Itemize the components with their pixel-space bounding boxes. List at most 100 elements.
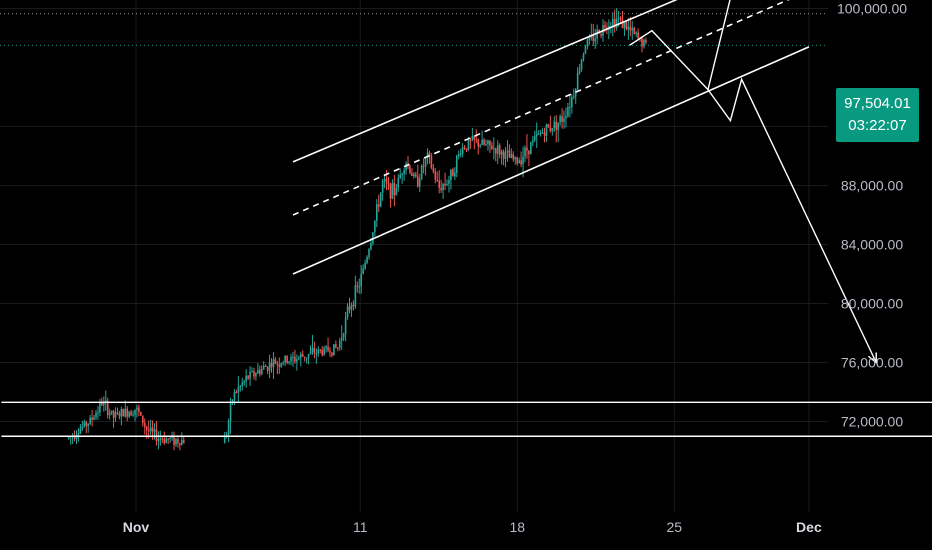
candle-body (500, 151, 503, 155)
candle-body (303, 356, 306, 358)
candle-body (543, 132, 546, 136)
candle-body (541, 132, 544, 134)
y-tick-label: 80,000.00 (841, 296, 903, 312)
candle-body (422, 165, 425, 167)
candle-body (128, 411, 130, 417)
candle-body (358, 286, 361, 288)
drawings[interactable] (1, 0, 932, 437)
candle-body (81, 426, 84, 429)
candle-body (138, 407, 140, 412)
channel-upper-line[interactable] (292, 0, 809, 163)
bear-projection-path[interactable] (707, 77, 877, 363)
candle-body (448, 180, 450, 185)
candle-body (563, 118, 565, 122)
channel-lower-line[interactable] (292, 46, 810, 275)
candle-body (132, 414, 134, 416)
candle-body (169, 438, 171, 440)
candle-body (67, 437, 70, 439)
candle-body (424, 157, 427, 167)
candle-body (177, 438, 179, 444)
candle-body (413, 174, 415, 177)
candle-body (387, 182, 390, 185)
candle-body (508, 150, 511, 158)
candle-body (533, 136, 536, 141)
candle-body (120, 409, 123, 417)
candle-body (311, 347, 314, 352)
candle-body (241, 382, 244, 386)
candle-body (452, 169, 454, 177)
candle-body (223, 436, 226, 444)
candle-body (370, 242, 372, 250)
candle-body (432, 167, 435, 172)
candle-body (569, 107, 571, 109)
candle-body (617, 17, 620, 19)
candle-body (457, 154, 460, 156)
candle-body (496, 145, 499, 154)
candle-body (153, 429, 156, 432)
candle-body (450, 169, 452, 181)
candle-body (637, 32, 639, 38)
candle-body (239, 385, 242, 387)
candle-body (126, 408, 129, 417)
candle-body (518, 160, 520, 164)
candle-body (118, 413, 121, 417)
candle-body (95, 412, 97, 418)
candle-body (479, 144, 481, 147)
last-price-label: 97,504.01 03:22:07 (836, 88, 919, 142)
candle-body (393, 182, 396, 196)
candle-body (110, 410, 113, 413)
candle-body (376, 204, 378, 221)
candle-body (399, 174, 402, 179)
candle-body (103, 402, 105, 406)
candle-body (270, 362, 273, 368)
candle-body (116, 412, 119, 414)
candle-body (473, 136, 476, 140)
candle-body (346, 306, 349, 318)
candle-body (397, 178, 400, 188)
candle-body (296, 359, 298, 362)
candle-body (157, 439, 160, 441)
candle-body (77, 433, 80, 437)
candle-body (418, 178, 421, 187)
candle-body (235, 391, 238, 393)
candle-body (282, 362, 285, 364)
candle-body (325, 346, 327, 349)
candle-body (147, 430, 150, 432)
candle-body (532, 140, 534, 143)
candle-body (438, 180, 441, 188)
candle-body (290, 357, 292, 362)
candle-body (331, 352, 333, 356)
candle-body (522, 156, 524, 165)
candle-body (112, 410, 115, 418)
bull-projection-path[interactable] (629, 0, 741, 92)
candle-body (91, 417, 93, 420)
channel-mid-line[interactable] (292, 0, 809, 216)
candle-body (114, 412, 117, 418)
candle-body (535, 133, 538, 137)
candle-body (446, 184, 448, 186)
candle-body (385, 179, 388, 183)
candle-body (619, 17, 622, 20)
candle-body (266, 366, 269, 371)
candle-body (506, 150, 509, 153)
candle-body (395, 187, 398, 196)
candle-body (436, 179, 439, 181)
candle-body (163, 438, 166, 444)
candle-body (641, 38, 643, 47)
candle-body (580, 59, 583, 70)
candle-body (130, 411, 132, 416)
candle-body (274, 359, 277, 364)
candle-body (471, 136, 474, 141)
candle-body (426, 152, 429, 158)
candle-body (613, 18, 616, 28)
candle-body (561, 116, 563, 122)
candle-body (175, 438, 177, 445)
candle-body (409, 165, 411, 174)
candle-body (327, 346, 329, 352)
candle-body (352, 304, 355, 307)
candle-body (510, 154, 513, 158)
candle-body (73, 435, 76, 439)
